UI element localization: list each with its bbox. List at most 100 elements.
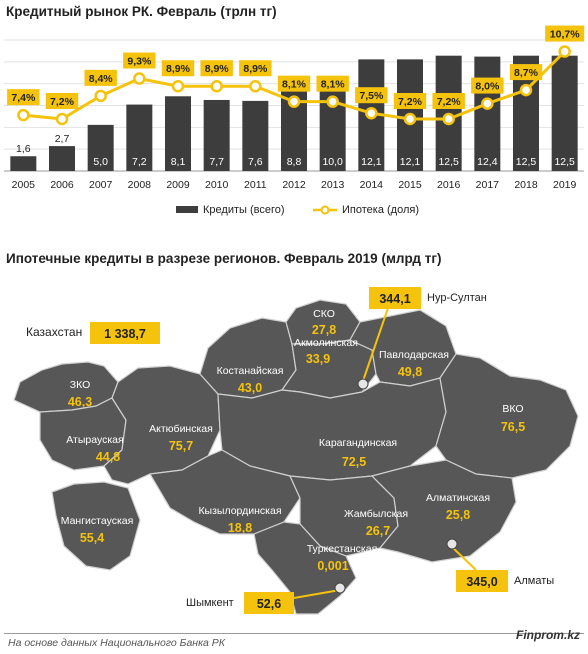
line-value-label: 8,0% xyxy=(475,81,500,93)
x-tick-label: 2016 xyxy=(437,179,461,191)
region-shape-almaty xyxy=(370,459,517,563)
legend-label-mortgage: Ипотека (доля) xyxy=(342,204,419,216)
legend: Кредиты (всего) Ипотека (доля) xyxy=(176,204,419,216)
region-value-almaty: 25,8 xyxy=(446,508,470,522)
city-marker-nur-sultan xyxy=(357,378,369,390)
region-labels: СКО 27,8 Акмолинская 33,9 Павлодарская 4… xyxy=(61,308,526,573)
line-value-label: 8,9% xyxy=(166,63,191,75)
bar-value-label: 2,7 xyxy=(55,133,70,145)
line-label-box xyxy=(84,69,117,86)
region-map: Казахстан 1 338,7 344,1 Нур-Султан 345,0… xyxy=(13,287,579,615)
bar xyxy=(87,124,114,171)
line-value-label: 7,2% xyxy=(437,96,462,108)
city-marker-shymkent xyxy=(334,582,346,594)
connector-shymkent xyxy=(293,589,341,599)
bar-value-label: 7,7 xyxy=(209,156,224,168)
line-label-box xyxy=(316,75,349,92)
region-value-karaganda: 72,5 xyxy=(342,455,366,469)
line-point xyxy=(210,79,223,93)
footer-brand: Finprom.kz xyxy=(515,628,580,642)
line-point xyxy=(133,72,146,85)
x-tick-label: 2014 xyxy=(360,179,384,191)
bar xyxy=(551,55,578,171)
region-value-kostanay: 43,0 xyxy=(238,381,262,395)
region-shape-vko xyxy=(435,353,579,479)
line-value-label: 8,9% xyxy=(243,63,268,75)
line-point xyxy=(17,108,30,122)
x-tick-label: 2005 xyxy=(12,179,36,191)
kazakhstan-outline xyxy=(13,299,579,615)
line-point xyxy=(326,95,339,108)
bar xyxy=(49,146,75,171)
line-label-box xyxy=(432,92,465,109)
region-value-vko: 76,5 xyxy=(501,420,525,434)
credit-market-chart: 1,6 2,7 5,0 7,2 8,1 7,7 7,6 8,8 10,0 12,1 12,1 12,5… xyxy=(4,25,585,216)
bar-value-label: 7,2 xyxy=(132,156,147,168)
line-value-label: 8,9% xyxy=(205,63,230,75)
region-name-kyzylorda: Кызылординская xyxy=(198,505,281,517)
line-point xyxy=(481,97,494,110)
region-name-kostanay: Костанайская xyxy=(217,365,284,377)
footer-source: На основе данных Национального Банка РК xyxy=(8,637,225,649)
city-box-almaty xyxy=(456,570,508,592)
x-tick-label: 2012 xyxy=(282,179,306,191)
region-value-kyzylorda: 18,8 xyxy=(228,521,252,535)
bar-value-label: 12,4 xyxy=(477,156,498,168)
line-label-box xyxy=(45,92,79,109)
line-point xyxy=(55,112,69,126)
bar-value-label: 5,0 xyxy=(93,156,108,168)
line-label-box xyxy=(161,60,195,77)
city-box-nur-sultan xyxy=(369,287,421,309)
line-value-label: 8,1% xyxy=(282,79,307,91)
x-tick-label: 2011 xyxy=(244,179,267,191)
line-value-label: 7,4% xyxy=(11,92,36,104)
region-name-karaganda: Карагандинская xyxy=(319,437,397,449)
line-label-box xyxy=(471,77,504,94)
region-shape-mangistau xyxy=(51,481,141,571)
x-tick-label: 2013 xyxy=(321,179,345,191)
city-marker-almaty xyxy=(446,538,458,550)
line-value-label: 8,7% xyxy=(514,67,539,79)
line-point xyxy=(171,79,185,93)
line-point xyxy=(365,106,378,120)
region-name-sko: СКО xyxy=(313,308,335,320)
x-tick-label: 2006 xyxy=(50,179,74,191)
city-box-shymkent xyxy=(244,592,294,614)
line-point xyxy=(558,45,571,58)
x-tick-labels: 2005 2006 2007 2008 2009 2010 2011 2012 2013 2014… xyxy=(12,179,577,191)
line-label-box xyxy=(123,52,156,69)
x-tick-label: 2008 xyxy=(128,179,152,191)
city-name-shymkent: Шымкент xyxy=(186,597,234,609)
bar xyxy=(203,99,230,171)
region-name-aktobe: Актюбинская xyxy=(149,423,213,435)
region-value-pavlodar: 49,8 xyxy=(398,365,422,379)
region-name-pavlodar: Павлодарская xyxy=(379,349,449,361)
city-value-almaty: 345,0 xyxy=(466,575,497,589)
line-point xyxy=(287,95,301,108)
bar-value-labels: 1,6 2,7 5,0 7,2 8,1 7,7 7,6 8,8 10,0 12,1 12,1 12,5… xyxy=(16,133,575,168)
line-point xyxy=(442,112,455,126)
bar-value-label: 7,6 xyxy=(248,156,263,168)
city-value-shymkent: 52,6 xyxy=(257,597,281,611)
x-tick-label: 2009 xyxy=(166,179,190,191)
line-value-label: 8,1% xyxy=(321,79,346,91)
x-tick-label: 2015 xyxy=(398,179,422,191)
region-name-vko: ВКО xyxy=(502,403,523,415)
region-value-aktobe: 75,7 xyxy=(169,439,193,453)
region-value-zhambyl: 26,7 xyxy=(366,524,390,538)
city-name-almaty: Алматы xyxy=(514,575,554,587)
region-value-turkestan: 0,001 xyxy=(317,559,348,573)
bar-value-label: 12,5 xyxy=(516,156,537,168)
line-point xyxy=(249,79,262,93)
line-value-labels: 7,4% 7,2% 8,4% 9,3% 8,9% 8,9% 8,9% 8,1% 8,1% 7,5%… xyxy=(7,25,585,109)
x-tick-label: 2007 xyxy=(89,179,113,191)
region-value-zko: 46,3 xyxy=(68,395,92,409)
total-box xyxy=(90,322,160,344)
bar xyxy=(165,96,191,171)
bar-value-label: 12,5 xyxy=(554,156,575,168)
bar xyxy=(242,100,269,171)
bar xyxy=(126,104,153,171)
total-label: Казахстан xyxy=(26,325,82,339)
region-value-akmola: 33,9 xyxy=(306,352,330,366)
x-tick-label: 2017 xyxy=(476,179,500,191)
